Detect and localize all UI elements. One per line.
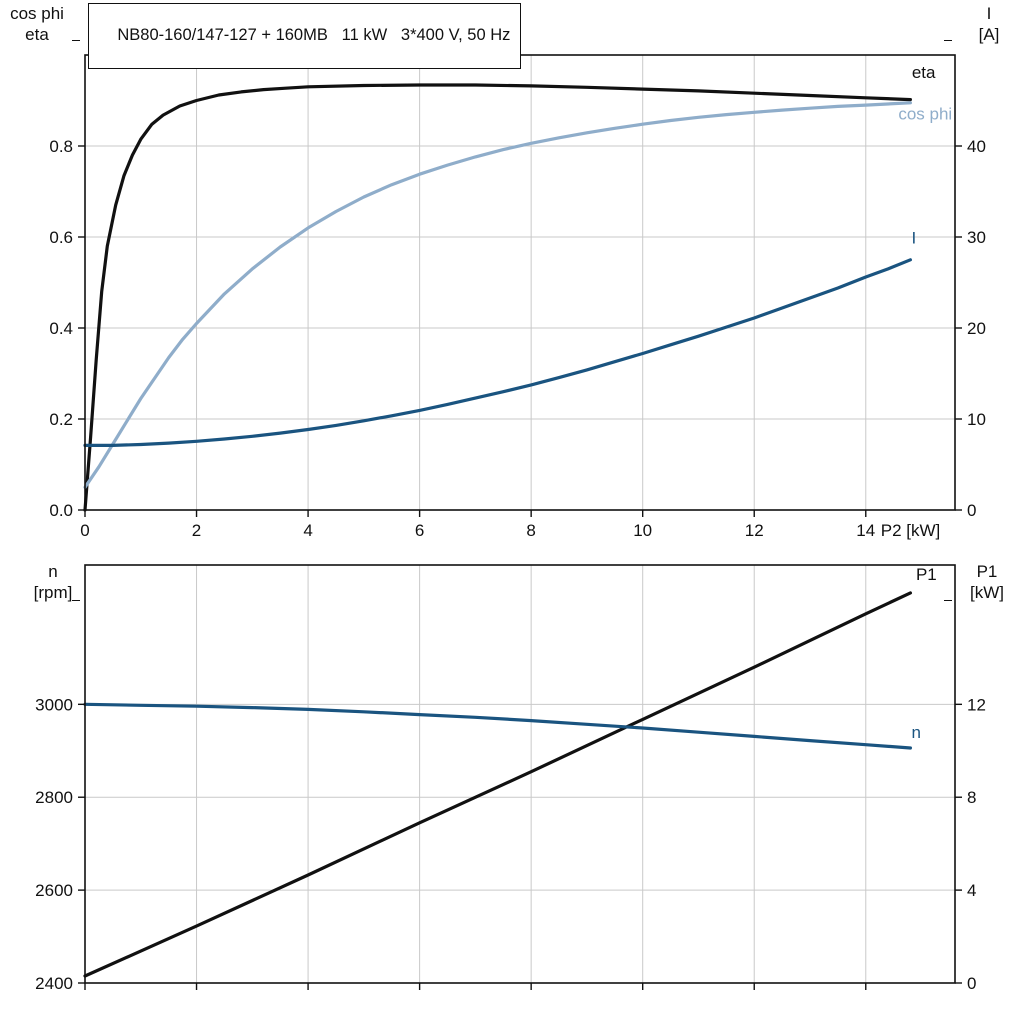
axis-bracket	[72, 40, 80, 41]
axis-title-current: I	[986, 4, 992, 23]
curve-eta	[83, 83, 912, 512]
axis-title-speed: n	[48, 562, 58, 581]
x-tick-label: 8	[526, 521, 535, 540]
chart-title-box: NB80-160/147-127 + 160MB 11 kW 3*400 V, …	[88, 3, 522, 69]
x-axis-label: P2 [kW]	[881, 521, 941, 540]
right-tick-label: 0	[967, 974, 976, 993]
upper-right-axis-title: I [A]	[958, 3, 1020, 45]
upper-left-axis-title: cos phi eta	[2, 3, 72, 45]
series-label-P1: P1	[916, 565, 937, 584]
left-tick-label: 0.2	[49, 410, 73, 429]
right-tick-label: 20	[967, 319, 986, 338]
left-tick-label: 2400	[35, 974, 73, 993]
left-tick-label: 0.4	[49, 319, 73, 338]
x-tick-label: 12	[745, 521, 764, 540]
axis-title-current-unit: [A]	[978, 25, 1000, 44]
right-tick-label: 8	[967, 788, 976, 807]
axis-title-eta: eta	[25, 25, 49, 44]
series-label-eta: eta	[912, 63, 936, 82]
right-tick-label: 10	[967, 410, 986, 429]
axis-title-cos-phi: cos phi	[10, 4, 64, 23]
curve-P1	[83, 591, 912, 978]
left-tick-label: 0.8	[49, 137, 73, 156]
chart-title: NB80-160/147-127 + 160MB 11 kW 3*400 V, …	[117, 26, 511, 44]
series-label-n: n	[912, 723, 921, 742]
right-tick-label: 4	[967, 881, 976, 900]
x-tick-label: 10	[633, 521, 652, 540]
axis-bracket	[944, 600, 952, 601]
left-tick-label: 0.6	[49, 228, 73, 247]
left-tick-label: 2800	[35, 788, 73, 807]
right-tick-label: 40	[967, 137, 986, 156]
right-tick-label: 30	[967, 228, 986, 247]
curve-I	[83, 258, 912, 447]
axis-title-p1-unit: [kW]	[970, 583, 1004, 602]
curve-n	[83, 702, 912, 750]
left-tick-label: 3000	[35, 695, 73, 714]
lower-right-axis-title: P1 [kW]	[955, 561, 1019, 603]
plot-border	[84, 54, 956, 511]
series-label-cos-phi: cos phi	[898, 105, 952, 124]
x-tick-label: 4	[303, 521, 312, 540]
axis-bracket	[72, 600, 80, 601]
right-tick-label: 12	[967, 695, 986, 714]
plot-border	[84, 564, 956, 984]
curve-cos-phi	[83, 101, 912, 489]
left-tick-label: 2600	[35, 881, 73, 900]
left-tick-label: 0.0	[49, 501, 73, 520]
x-tick-label: 6	[415, 521, 424, 540]
x-tick-label: 2	[192, 521, 201, 540]
axis-bracket	[944, 40, 952, 41]
axis-title-speed-unit: [rpm]	[33, 583, 73, 602]
x-tick-label: 0	[80, 521, 89, 540]
axis-title-p1: P1	[976, 562, 998, 581]
series-label-I: I	[912, 228, 917, 247]
x-tick-label: 14	[856, 521, 875, 540]
lower-left-axis-title: n [rpm]	[18, 561, 88, 603]
right-tick-label: 0	[967, 501, 976, 520]
